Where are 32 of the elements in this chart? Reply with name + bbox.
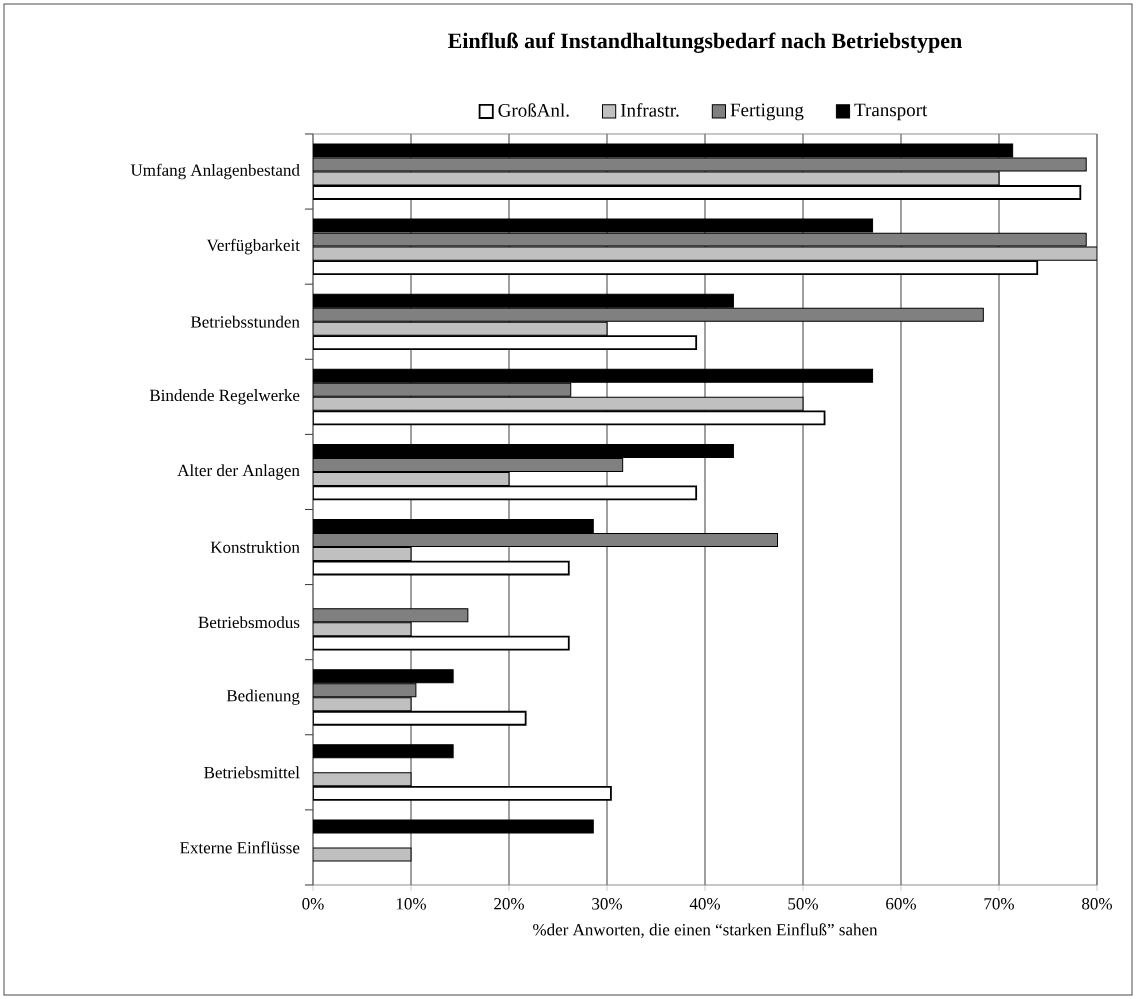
bar [313,622,412,637]
x-tick-label: 0% [302,898,324,910]
legend-label: GroßAnl. [498,103,569,117]
y-tick-label: Konstruktion [210,541,300,553]
bar [313,471,510,486]
bar [313,396,804,411]
x-tick-label: 10% [396,898,426,910]
bar [313,547,412,562]
chart-title: Einfluß auf Instandhaltungsbedarf nach Betriebstypen [448,32,962,53]
bar [313,697,412,712]
y-tick-label: Umfang Anlagenbestand [130,163,300,180]
x-tick-label: 50% [788,898,818,910]
y-tick-label: Bedienung [226,689,300,705]
legend-label: Infrastr. [620,103,679,117]
legend-label: Fertigung [730,103,804,121]
x-tick-label: 30% [592,898,622,910]
y-tick-label: Betriebsmittel [204,766,300,779]
y-tick-label: Betriebsmodus [198,616,300,629]
x-axis-title: %der Anworten, die einen “starken Einfluß” sahen [533,923,878,938]
x-tick-label: 20% [494,898,524,910]
legend-label: Transport [854,103,928,121]
x-tick-label: 60% [886,898,916,910]
x-tick-label: 70% [984,898,1014,910]
y-tick-label: Bindende Regelwerke [149,389,300,405]
bar [313,772,412,787]
x-tick-label: 40% [689,898,720,910]
y-tick-label: Externe Einflüsse [180,841,300,854]
y-tick-label: Betriebsstunden [190,315,300,328]
bar [313,321,608,336]
x-tick-label: 80% [1082,898,1112,910]
y-tick-label: Verfügbarkeit [206,238,300,255]
y-tick-label: Alter der Anlagen [177,464,300,480]
